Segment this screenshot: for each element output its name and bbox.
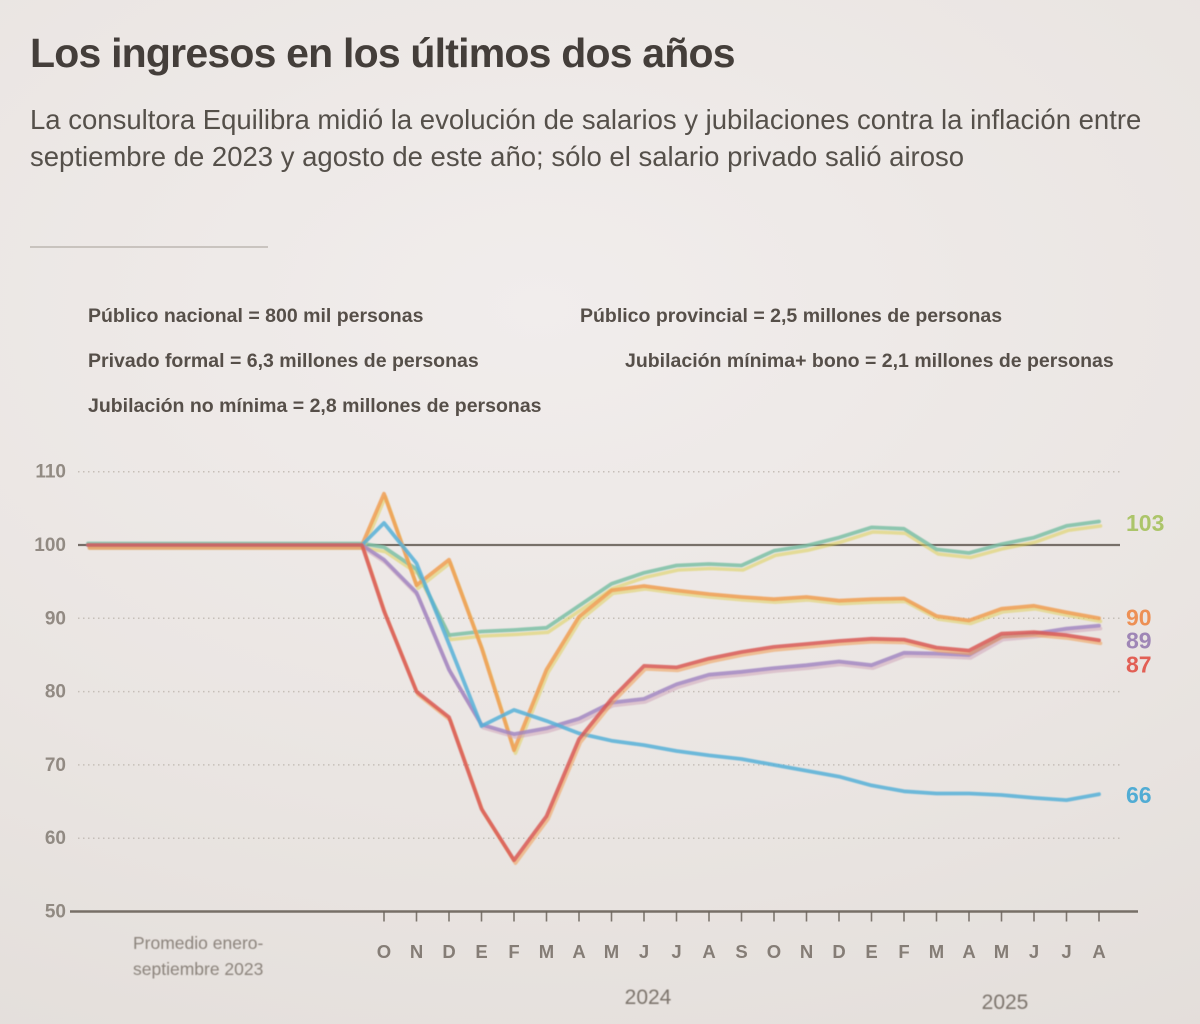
x-tick-label: F <box>898 941 909 962</box>
x-tick-label: O <box>377 941 391 962</box>
series-jubilacion_minima_bono <box>86 491 1103 756</box>
series-publico_provincial <box>86 543 1103 739</box>
end-label-publico_provincial: 89 <box>1126 628 1152 654</box>
end-label-jubilacion_minima_bono: 90 <box>1126 604 1152 630</box>
x-tick-label: S <box>735 941 747 962</box>
year-label-2024: 2024 <box>625 986 672 1009</box>
series-line-jubilacion_no_minima <box>86 543 1101 863</box>
y-axis-labels: 110 100 90 80 70 60 50 <box>34 462 66 923</box>
x-tick-label: D <box>442 941 455 962</box>
series-line-publico_provincial <box>86 543 1101 736</box>
series-line-fringe <box>87 524 1103 642</box>
y-tick-label: 70 <box>45 755 66 776</box>
year-label-2025: 2025 <box>982 991 1029 1014</box>
legend-label: Jubilación no mínima = 2,8 millones de p… <box>88 395 542 417</box>
x-tick-label: E <box>475 941 487 962</box>
series-line-jubilacion_minima_bono <box>86 491 1101 753</box>
x-tick-label: J <box>671 941 681 962</box>
y-tick-label: 110 <box>35 462 66 483</box>
x-tick-label: N <box>800 941 813 962</box>
series-lines <box>86 491 1103 866</box>
x-tick-label: M <box>994 941 1009 962</box>
x-tick-label: F <box>508 941 519 962</box>
series-line-publico_nacional <box>86 521 1101 802</box>
y-tick-label: 50 <box>45 902 66 923</box>
x-axis <box>70 910 1138 922</box>
x-tick-label: O <box>767 941 781 962</box>
divider-rule <box>30 246 268 248</box>
legend-label: Público nacional = 800 mil personas <box>88 305 424 327</box>
x-tick-label: M <box>539 941 554 962</box>
x-tick-label: A <box>572 941 585 962</box>
end-label-publico_nacional: 66 <box>1126 782 1152 808</box>
x-tick-label: A <box>962 941 975 962</box>
x-tick-label: J <box>1029 941 1039 962</box>
x-tick-label: J <box>1061 941 1071 962</box>
legend-label: Público provincial = 2,5 millones de per… <box>580 305 1003 327</box>
series-line-privado_formal <box>86 519 1101 637</box>
baseline-label: Promedio enero- <box>133 933 264 953</box>
legend-label: Jubilación mínima+ bono = 2,1 millones d… <box>625 350 1114 372</box>
y-tick-label: 90 <box>45 608 66 629</box>
x-tick-label: M <box>929 941 944 962</box>
x-tick-label: E <box>865 941 877 962</box>
series-privado_formal <box>86 519 1103 642</box>
x-tick-label: D <box>832 941 845 962</box>
chart-legend: Público nacional = 800 mil personas Priv… <box>0 0 1200 440</box>
page-subtitle: La consultora Equilibra midió la evoluci… <box>30 104 1142 172</box>
x-tick-label: J <box>639 941 649 962</box>
x-tick-label: N <box>410 941 423 962</box>
y-tick-label: 80 <box>45 682 66 703</box>
end-label-privado_formal: 103 <box>1126 510 1164 536</box>
x-tick-label: A <box>1092 941 1105 962</box>
series-jubilacion_no_minima <box>86 543 1103 866</box>
baseline-label: septiembre 2023 <box>133 959 263 979</box>
series-publico_nacional <box>86 521 1101 802</box>
y-tick-label: 100 <box>34 535 66 556</box>
page-title: Los ingresos en los últimos dos años <box>30 30 736 76</box>
end-label-jubilacion_no_minima: 87 <box>1126 651 1152 677</box>
y-tick-label: 60 <box>45 828 66 849</box>
x-tick-label: M <box>604 941 619 962</box>
legend-label: Privado formal = 6,3 millones de persona… <box>88 350 479 372</box>
x-tick-label: A <box>702 941 715 962</box>
